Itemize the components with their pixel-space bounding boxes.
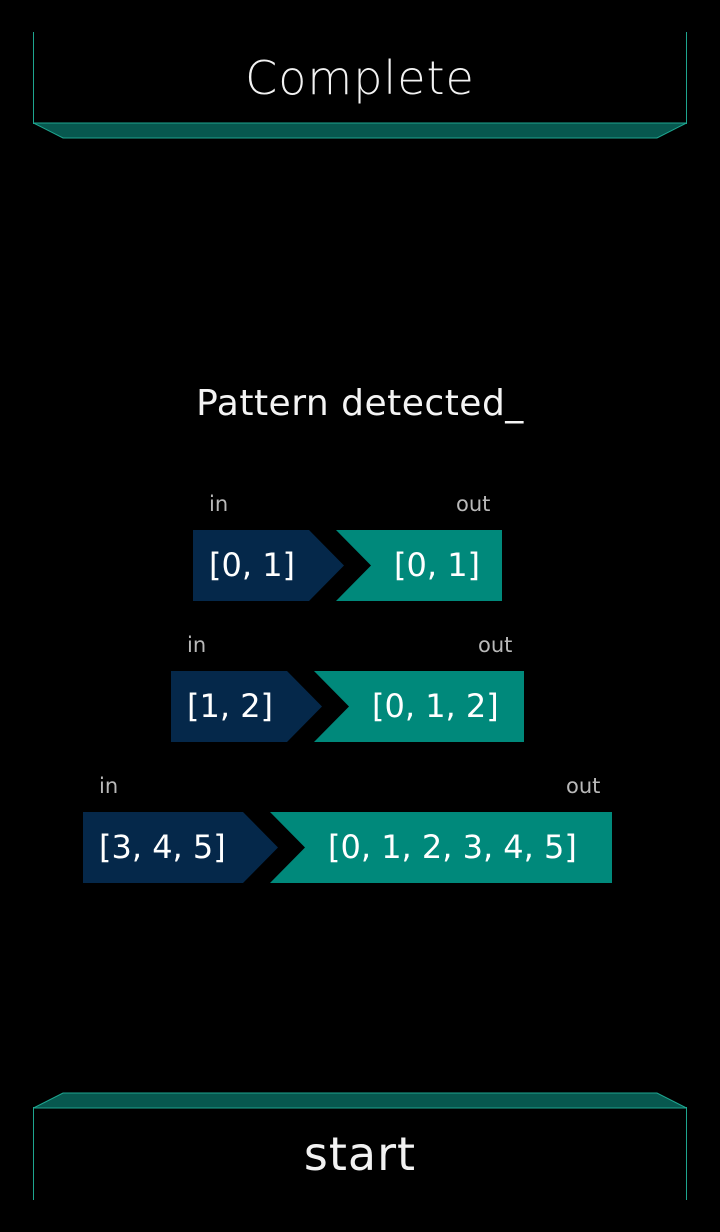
input-value: [3, 4, 5]	[99, 828, 226, 866]
header-frame	[33, 32, 687, 124]
input-box	[171, 671, 322, 742]
input-box	[193, 530, 344, 601]
out-label: out	[478, 633, 513, 657]
io-arrow-shapes	[171, 671, 524, 742]
io-arrow-shapes	[83, 812, 612, 883]
start-button[interactable]: start	[33, 1092, 687, 1200]
start-button-label[interactable]: start	[303, 1127, 417, 1181]
output-value: [0, 1, 2]	[372, 687, 499, 725]
output-box	[336, 530, 502, 601]
out-label: out	[566, 774, 601, 798]
out-label: out	[456, 492, 491, 516]
io-arrow-shapes	[193, 530, 502, 601]
in-label: in	[187, 633, 207, 657]
input-box	[83, 812, 278, 883]
output-box	[270, 812, 612, 883]
input-value: [1, 2]	[187, 687, 274, 725]
in-label: in	[209, 492, 229, 516]
header-bevel	[33, 122, 687, 139]
pattern-detected-message: Pattern detected_	[196, 383, 524, 424]
input-value: [0, 1]	[209, 546, 296, 584]
in-label: in	[99, 774, 119, 798]
header-panel: Complete	[33, 32, 687, 139]
footer-frame	[33, 1107, 687, 1200]
output-value: [0, 1]	[394, 546, 481, 584]
output-value: [0, 1, 2, 3, 4, 5]	[328, 828, 577, 866]
output-box	[314, 671, 524, 742]
page-title: Complete	[245, 51, 475, 105]
